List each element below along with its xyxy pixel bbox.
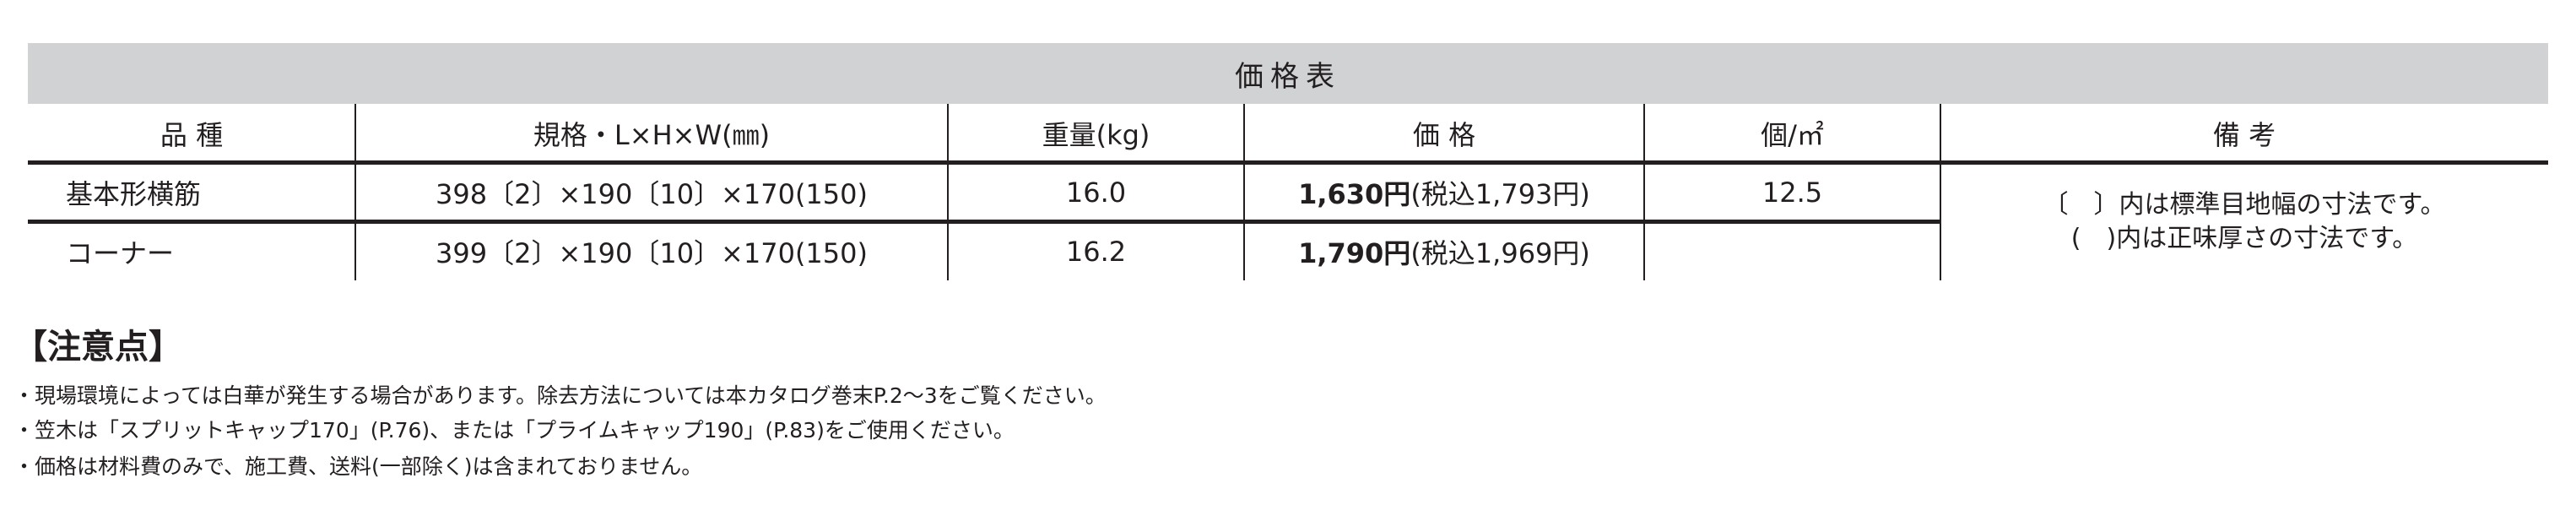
column-divider [947,104,949,280]
row1-price-base: 1,630円 [1298,178,1411,210]
remarks-line-2: ( )内は正味厚さの寸法です。 [2070,224,2418,253]
row-divider [28,220,1940,224]
note-item: ・価格は材料費のみで、施工費、送料(一部除く)は含まれておりません。 [14,454,703,479]
row1-weight: 16.0 [1065,176,1127,209]
row1-price-tax: (税込1,793円) [1410,178,1590,210]
row2-per-sqm [1644,223,1940,280]
row2-weight: 16.2 [1065,236,1127,268]
row2-price-tax: (税込1,969円) [1410,237,1590,269]
row1-name: 基本形横筋 [66,178,202,210]
column-divider [1940,104,1941,280]
header-per-sqm: 個/㎡ [1761,118,1824,151]
table-title: 価格表 [28,43,2548,104]
notes-title: 【注意点】 [14,328,182,367]
row2-price-base: 1,790円 [1298,237,1411,269]
row1-per-sqm: 12.5 [1762,176,1823,209]
column-divider [1243,104,1245,280]
row2-price: 1,790円 (税込1,969円) [1244,223,1644,280]
column-divider [354,104,356,280]
remarks-cell: 〔 〕内は標準目地幅の寸法です。 ( )内は正味厚さの寸法です。 [1940,164,2548,280]
header-divider [28,160,2548,165]
row1-price: 1,630円 (税込1,793円) [1244,164,1644,221]
row1-spec: 398〔2〕×190〔10〕×170(150) [436,178,868,210]
header-spec: 規格・L×H×W(㎜) [533,118,771,151]
remarks-line-1: 〔 〕内は標準目地幅の寸法です。 [2043,190,2446,220]
header-weight: 重量(kg) [1042,118,1150,151]
row2-name: コーナー [66,237,175,269]
note-item: ・現場環境によっては白華が発生する場合があります。除去方法については本カタログ巻… [14,383,1107,408]
header-remarks: 備 考 [2212,118,2276,151]
note-item: ・笠木は「スプリットキャップ170」(P.76)、または「プライムキャップ190… [14,418,1015,443]
header-name: 品 種 [160,118,224,151]
column-divider [1643,104,1645,280]
header-price: 価 格 [1412,118,1476,151]
row2-spec: 399〔2〕×190〔10〕×170(150) [436,237,868,269]
